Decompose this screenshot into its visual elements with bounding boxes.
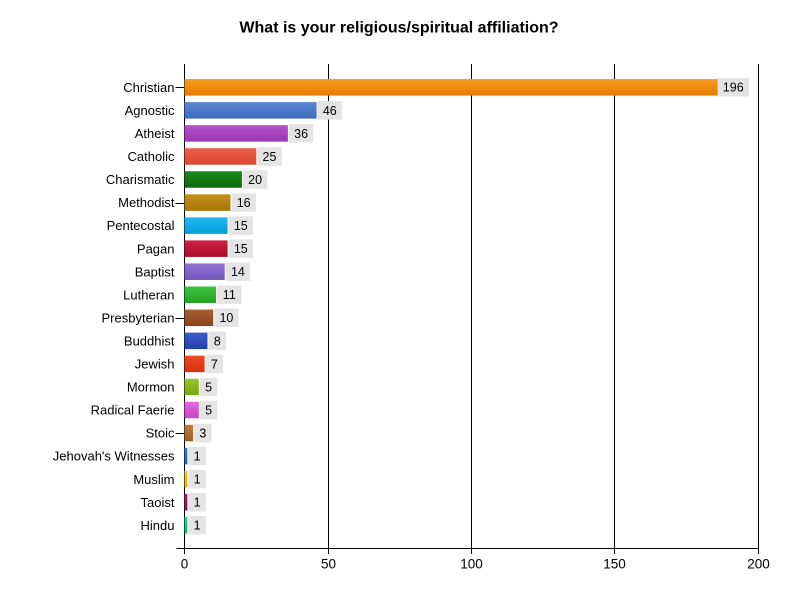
svg-text:196: 196 [723,81,744,95]
svg-text:1: 1 [194,450,201,464]
svg-text:Atheist: Atheist [135,126,175,141]
svg-text:1: 1 [194,519,201,533]
svg-text:Pagan: Pagan [137,241,175,256]
svg-text:25: 25 [263,150,277,164]
svg-text:Taoist: Taoist [141,495,175,510]
svg-text:5: 5 [205,380,212,394]
svg-text:0: 0 [181,557,189,572]
svg-text:Muslim: Muslim [133,472,174,487]
svg-text:Pentecostal: Pentecostal [107,218,175,233]
svg-text:Jehovah's Witnesses: Jehovah's Witnesses [53,449,175,464]
svg-text:Charismatic: Charismatic [106,172,175,187]
svg-text:14: 14 [231,265,245,279]
svg-text:15: 15 [234,242,248,256]
svg-text:Catholic: Catholic [128,149,175,164]
svg-text:1: 1 [194,496,201,510]
svg-text:What is your religious/spiritu: What is your religious/spiritual affilia… [239,20,558,37]
svg-text:Agnostic: Agnostic [125,103,175,118]
svg-text:1: 1 [194,473,201,487]
svg-text:Baptist: Baptist [135,264,175,279]
svg-text:Hindu: Hindu [141,518,175,533]
svg-text:7: 7 [211,357,218,371]
svg-text:Christian: Christian [123,80,174,95]
svg-text:5: 5 [205,403,212,417]
svg-text:8: 8 [214,334,221,348]
svg-text:Buddhist: Buddhist [124,333,175,348]
svg-text:3: 3 [199,426,206,440]
svg-text:Lutheran: Lutheran [123,287,174,302]
svg-text:Mormon: Mormon [127,380,175,395]
svg-text:Jewish: Jewish [135,357,175,372]
svg-text:Methodist: Methodist [118,195,175,210]
svg-text:200: 200 [747,557,770,572]
svg-text:36: 36 [294,127,308,141]
svg-text:20: 20 [248,173,262,187]
svg-text:46: 46 [323,104,337,118]
svg-text:15: 15 [234,219,248,233]
svg-text:Presbyterian: Presbyterian [102,310,175,325]
svg-text:100: 100 [460,557,483,572]
svg-text:16: 16 [237,196,251,210]
svg-text:10: 10 [219,311,233,325]
svg-text:150: 150 [603,557,626,572]
svg-text:11: 11 [223,288,236,302]
svg-text:50: 50 [321,557,336,572]
svg-text:Stoic: Stoic [146,426,175,441]
svg-text:Radical Faerie: Radical Faerie [91,403,175,418]
